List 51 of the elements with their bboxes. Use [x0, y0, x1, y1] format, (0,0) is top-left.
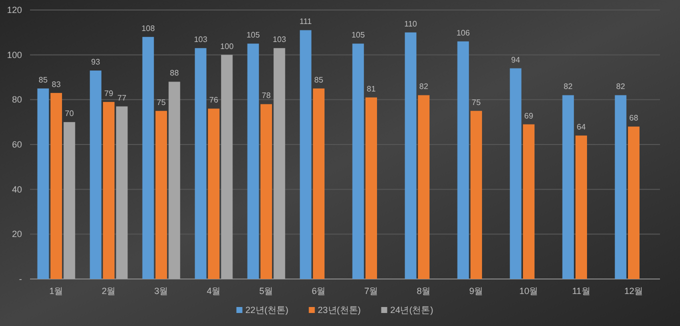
data-label: 82 [419, 82, 429, 92]
x-tick-label: 9월 [469, 286, 484, 296]
y-tick-label: 20 [12, 229, 22, 240]
data-label: 82 [616, 82, 626, 92]
x-tick-label: 8월 [416, 286, 431, 296]
data-label: 111 [300, 17, 312, 26]
data-label: 85 [38, 75, 48, 84]
data-label: 108 [141, 24, 156, 33]
legend-label: 24년(천톤) [390, 305, 434, 315]
data-label: 85 [314, 75, 324, 84]
data-label: 88 [170, 68, 180, 78]
x-tick-label: 6월 [312, 286, 326, 296]
y-tick-label: 60 [12, 140, 22, 150]
x-tick-label: 12월 [624, 286, 644, 296]
y-tick-label: 40 [12, 184, 22, 194]
data-label: 103 [194, 35, 208, 44]
data-label: 78 [262, 91, 272, 100]
data-label: 106 [456, 28, 470, 38]
data-label: 83 [52, 80, 62, 89]
data-label: 81 [366, 84, 376, 94]
x-tick-label: 3월 [154, 286, 168, 296]
data-label: 103 [272, 35, 287, 44]
legend-label: 23년(천톤) [318, 305, 361, 315]
x-tick-label: 7월 [364, 286, 378, 296]
data-label: 69 [524, 111, 534, 120]
data-label: 64 [576, 122, 586, 132]
data-label: 79 [104, 88, 114, 98]
data-label: 70 [64, 109, 74, 118]
data-label: 110 [404, 19, 418, 28]
y-tick-label: 100 [6, 50, 22, 60]
data-label: 68 [629, 114, 639, 123]
x-tick-label: 11월 [572, 286, 590, 296]
legend-label: 22년(천톤) [245, 305, 288, 315]
data-label: 93 [91, 58, 101, 67]
x-tick-label: 1월 [49, 286, 64, 296]
data-label: 82 [564, 82, 574, 92]
x-tick-label: 5월 [259, 286, 274, 296]
y-tick-label: 120 [6, 5, 22, 15]
y-tick-label: - [19, 274, 22, 284]
data-label: 77 [117, 93, 127, 102]
data-label: 75 [156, 98, 166, 107]
y-tick-label: 80 [12, 94, 22, 105]
x-tick-label: 10월 [519, 286, 538, 296]
data-label: 105 [351, 30, 366, 40]
data-label: 105 [246, 30, 260, 40]
data-label: 100 [220, 42, 234, 51]
x-tick-label: 4월 [206, 286, 221, 296]
x-tick-label: 2월 [102, 286, 116, 296]
data-label: 76 [209, 96, 219, 105]
data-label: 75 [472, 98, 482, 107]
data-label: 94 [511, 55, 521, 64]
